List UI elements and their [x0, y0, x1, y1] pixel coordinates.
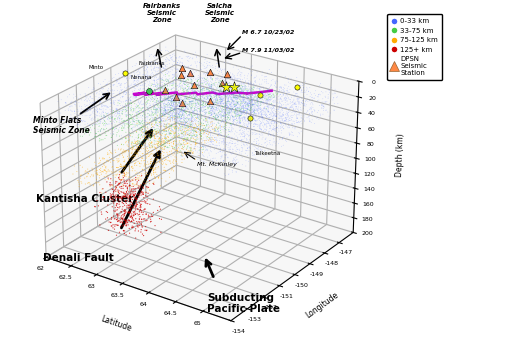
- Text: Mt. McKinley: Mt. McKinley: [197, 162, 237, 166]
- Text: Talkeetna: Talkeetna: [255, 151, 281, 156]
- Text: Fairbanks
Seismic
Zone: Fairbanks Seismic Zone: [143, 3, 181, 23]
- Text: Minto Flats
Seismic Zone: Minto Flats Seismic Zone: [33, 116, 90, 135]
- Text: Nenana: Nenana: [130, 75, 152, 80]
- Text: M 7.9 11/03/02: M 7.9 11/03/02: [242, 47, 295, 52]
- Text: Subducting
Pacific Plate: Subducting Pacific Plate: [208, 293, 280, 314]
- Text: M 6.7 10/23/02: M 6.7 10/23/02: [242, 30, 295, 35]
- Text: Salcha
Seismic
Zone: Salcha Seismic Zone: [205, 3, 235, 23]
- Text: Fairbanks: Fairbanks: [138, 61, 165, 66]
- Legend: 0-33 km, 33-75 km, 75-125 km, 125+ km, DPSN
Seismic
Station: 0-33 km, 33-75 km, 75-125 km, 125+ km, D…: [387, 14, 442, 80]
- X-axis label: Latitude: Latitude: [99, 314, 132, 333]
- Text: Minto: Minto: [88, 65, 104, 70]
- Text: Kantisha Cluster: Kantisha Cluster: [36, 194, 134, 204]
- Y-axis label: Longitude: Longitude: [304, 291, 340, 320]
- Text: Denali Fault: Denali Fault: [43, 253, 114, 263]
